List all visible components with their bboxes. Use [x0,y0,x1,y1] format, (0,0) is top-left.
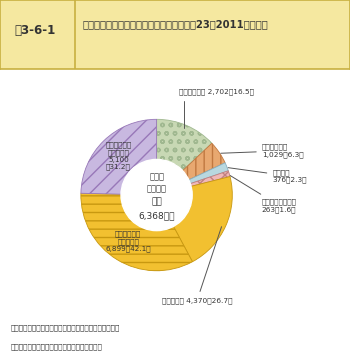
Wedge shape [81,193,193,271]
Text: 資料：農林水産省「農業・農村の６次産業化総合調査」: 資料：農林水産省「農業・農村の６次産業化総合調査」 [10,324,120,331]
Text: 注：（　）内は年間総販売金額に占める割合。: 注：（ ）内は年間総販売金額に占める割合。 [10,343,102,349]
Wedge shape [156,171,230,195]
Text: 農産物の加工
（農協等）
5,100
（31.2）: 農産物の加工 （農協等） 5,100 （31.2） [105,142,132,170]
Text: 農業生産関連事業の年間総販売金額（平成23（2011）年度）: 農業生産関連事業の年間総販売金額（平成23（2011）年度） [82,19,268,29]
Text: 観光農園
376（2.3）: 観光農園 376（2.3） [228,168,307,183]
Text: 農産物の加工 2,702（16.5）: 農産物の加工 2,702（16.5） [179,89,254,128]
Wedge shape [156,143,225,195]
Wedge shape [81,119,156,195]
Wedge shape [156,176,232,262]
Text: 年間総: 年間総 [149,173,164,181]
Text: 農家レストラン等
263（1.6）: 農家レストラン等 263（1.6） [230,175,297,213]
Text: 農業経営体 4,370（26.7）: 農業経営体 4,370（26.7） [162,227,232,304]
Text: １兆: １兆 [151,198,162,207]
Circle shape [121,160,192,231]
Text: 販売金額: 販売金額 [147,185,167,193]
Text: 図3-6-1: 図3-6-1 [14,24,55,37]
Text: 農産物直売所
（農協等）
6,899（42.1）: 農産物直売所 （農協等） 6,899（42.1） [105,231,151,252]
Text: 農産物直売所
1,029（6.3）: 農産物直売所 1,029（6.3） [221,144,303,158]
Text: 6,368億円: 6,368億円 [138,211,175,221]
Wedge shape [156,163,228,195]
Wedge shape [156,119,212,195]
